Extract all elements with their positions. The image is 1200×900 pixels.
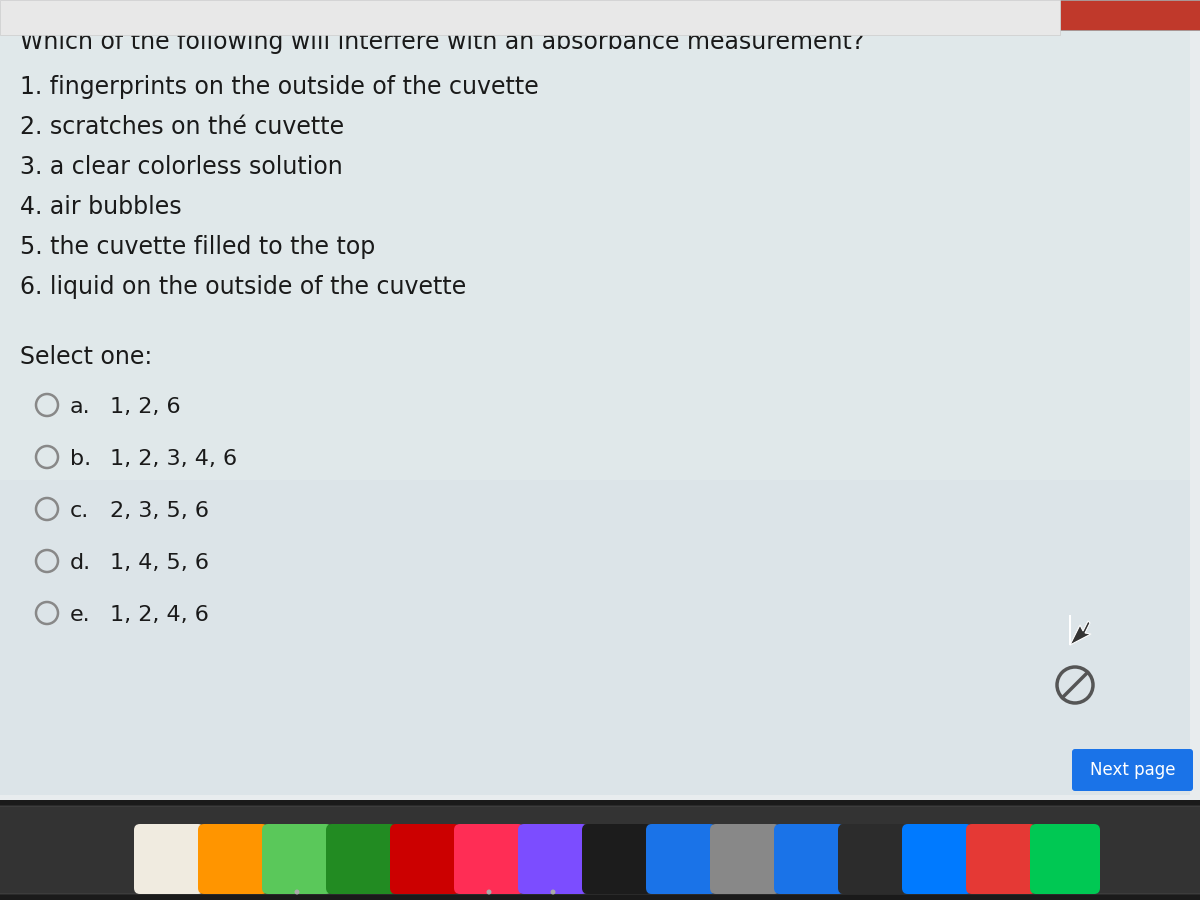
FancyBboxPatch shape xyxy=(1030,824,1100,894)
FancyBboxPatch shape xyxy=(134,824,204,894)
FancyBboxPatch shape xyxy=(646,824,716,894)
Text: 1, 2, 3, 4, 6: 1, 2, 3, 4, 6 xyxy=(110,449,238,469)
Text: b.: b. xyxy=(70,449,91,469)
Text: Which of the following will interfere with an absorbance measurement?: Which of the following will interfere wi… xyxy=(20,30,864,54)
Text: Select one:: Select one: xyxy=(20,345,152,369)
Text: 1, 2, 6: 1, 2, 6 xyxy=(110,397,181,417)
FancyBboxPatch shape xyxy=(838,824,908,894)
Text: d.: d. xyxy=(70,553,91,573)
Text: 4. air bubbles: 4. air bubbles xyxy=(20,195,181,219)
FancyBboxPatch shape xyxy=(0,5,1190,795)
FancyBboxPatch shape xyxy=(902,824,972,894)
Text: 6. liquid on the outside of the cuvette: 6. liquid on the outside of the cuvette xyxy=(20,275,467,299)
Text: e.: e. xyxy=(70,605,91,625)
Text: 1, 2, 4, 6: 1, 2, 4, 6 xyxy=(110,605,209,625)
FancyBboxPatch shape xyxy=(518,824,588,894)
Circle shape xyxy=(294,889,300,895)
FancyBboxPatch shape xyxy=(0,0,1060,35)
Text: 5. the cuvette filled to the top: 5. the cuvette filled to the top xyxy=(20,235,376,259)
FancyBboxPatch shape xyxy=(774,824,844,894)
Text: 1, 4, 5, 6: 1, 4, 5, 6 xyxy=(110,553,209,573)
Circle shape xyxy=(551,889,556,895)
FancyBboxPatch shape xyxy=(198,824,268,894)
Text: c.: c. xyxy=(70,501,89,521)
FancyBboxPatch shape xyxy=(390,824,460,894)
FancyBboxPatch shape xyxy=(326,824,396,894)
FancyBboxPatch shape xyxy=(710,824,780,894)
Text: 2, 3, 5, 6: 2, 3, 5, 6 xyxy=(110,501,209,521)
FancyBboxPatch shape xyxy=(1072,749,1193,791)
FancyBboxPatch shape xyxy=(0,800,1200,900)
FancyBboxPatch shape xyxy=(0,806,1200,894)
FancyBboxPatch shape xyxy=(454,824,524,894)
FancyBboxPatch shape xyxy=(0,5,1190,480)
Polygon shape xyxy=(1070,615,1091,645)
Text: 2. scratches on thé cuvette: 2. scratches on thé cuvette xyxy=(20,115,344,139)
FancyBboxPatch shape xyxy=(262,824,332,894)
FancyBboxPatch shape xyxy=(582,824,652,894)
FancyBboxPatch shape xyxy=(1060,0,1200,30)
Text: 1. fingerprints on the outside of the cuvette: 1. fingerprints on the outside of the cu… xyxy=(20,75,539,99)
Text: 3. a clear colorless solution: 3. a clear colorless solution xyxy=(20,155,343,179)
Text: Next page: Next page xyxy=(1090,761,1175,779)
FancyBboxPatch shape xyxy=(966,824,1036,894)
FancyBboxPatch shape xyxy=(0,0,1200,800)
Circle shape xyxy=(486,889,492,895)
Text: a.: a. xyxy=(70,397,91,417)
